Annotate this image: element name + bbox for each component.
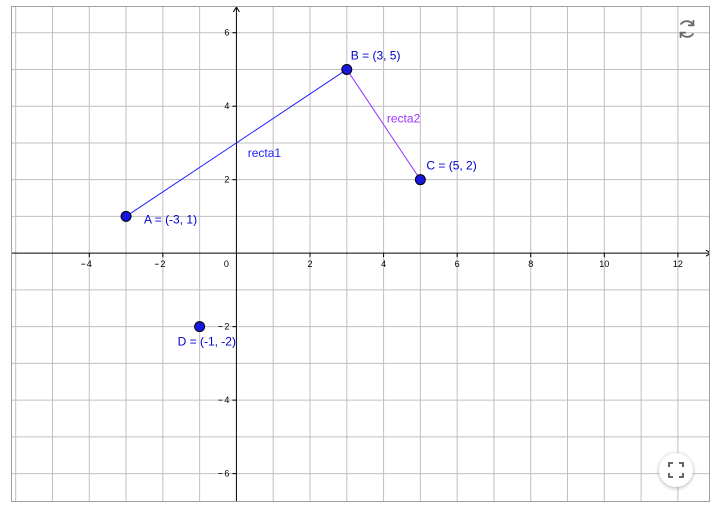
point-A[interactable] (120, 210, 132, 222)
point-label-B: B = (3, 5) (351, 48, 401, 62)
x-tick-label: 4 (381, 259, 386, 269)
point-C[interactable] (414, 174, 426, 186)
points: A = (-3, 1) B = (3, 5) C = (5, 2) D = (-1, … (120, 48, 477, 349)
fullscreen-icon (668, 462, 684, 478)
segment-label-recta2: recta2 (387, 112, 421, 126)
axes (12, 7, 709, 501)
x-tick-label: 10 (599, 259, 609, 269)
point-label-D: D = (-1, -2) (178, 335, 236, 349)
x-tick-label: 4 (87, 259, 92, 269)
segment-recta2[interactable] (346, 69, 421, 180)
segment-recta1[interactable] (125, 69, 348, 217)
tick-labels: 4 2 0 2 4 6 8 10 12 6 4 2 2 4 6 (81, 28, 683, 479)
refresh-icon (679, 19, 695, 39)
x-axis-arrow (705, 249, 709, 257)
segments: recta1 recta2 (125, 69, 421, 217)
y-tick-label: 2 (224, 322, 229, 332)
point-label-A: A = (-3, 1) (144, 212, 197, 226)
x-tick-label: 8 (528, 259, 533, 269)
point-D[interactable] (194, 321, 206, 333)
x-tick-label: 2 (307, 259, 312, 269)
reset-button[interactable] (673, 15, 701, 43)
grid (12, 7, 709, 501)
x-tick-label: 6 (455, 259, 460, 269)
graphing-applet[interactable]: 4 2 0 2 4 6 8 10 12 6 4 2 2 4 6 recta1 recta2 A = (-3, … (11, 6, 710, 502)
y-axis-arrow (232, 7, 240, 13)
x-tick-label: 0 (224, 259, 229, 269)
y-tick-label: 6 (224, 469, 229, 479)
fullscreen-button[interactable] (659, 453, 693, 487)
point-B[interactable] (341, 63, 353, 75)
segment-label-recta1: recta1 (248, 146, 282, 160)
graphics-view[interactable]: 4 2 0 2 4 6 8 10 12 6 4 2 2 4 6 recta1 recta2 A = (-3, … (12, 7, 710, 502)
point-label-C: C = (5, 2) (426, 159, 476, 173)
y-tick-label: 6 (224, 28, 229, 38)
y-tick-label: 4 (224, 395, 229, 405)
y-tick-label: 4 (224, 101, 229, 111)
x-tick-label: 12 (673, 259, 683, 269)
x-tick-label: 2 (160, 259, 165, 269)
y-tick-label: 2 (224, 175, 229, 185)
